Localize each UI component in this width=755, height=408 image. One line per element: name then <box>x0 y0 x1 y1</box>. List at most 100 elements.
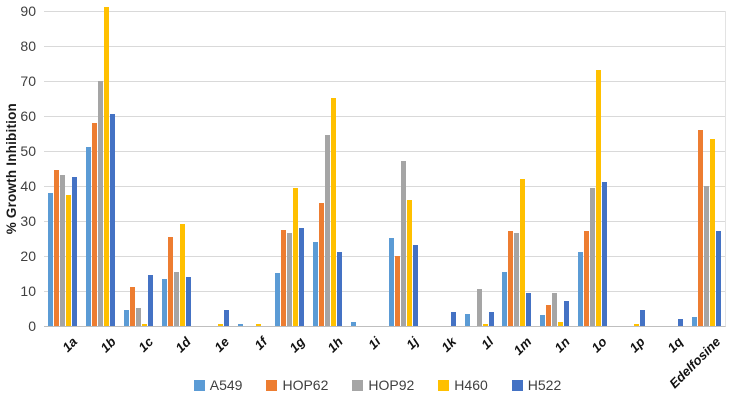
H522-bar <box>337 252 343 326</box>
legend-label: HOP92 <box>368 377 415 393</box>
legend-label: HOP62 <box>282 377 329 393</box>
A549-bar <box>86 147 92 326</box>
x-axis-label-1h: 1h <box>324 334 346 356</box>
A549-bar <box>540 315 546 326</box>
H460-bar <box>104 7 110 326</box>
bar-group-1p <box>616 310 645 326</box>
y-axis-title-wrap: % Growth Inhibition <box>0 11 22 326</box>
x-axis-label-1i: 1i <box>364 334 384 353</box>
A549-bar <box>313 242 319 326</box>
H522-bar <box>677 319 683 326</box>
x-axis-label-1m: 1m <box>510 334 535 358</box>
bar-group-1j <box>388 161 418 326</box>
H522-bar <box>450 312 456 326</box>
bar-group-1l <box>464 289 494 326</box>
A549-bar <box>578 252 584 326</box>
x-axis-label-1j: 1j <box>402 334 422 353</box>
HOP92-bar <box>476 289 482 326</box>
legend-label: H522 <box>527 377 562 393</box>
bar-group-1o <box>578 70 608 326</box>
HOP62-bar <box>508 231 514 326</box>
x-axis-label-1b: 1b <box>97 334 119 356</box>
H460-bar <box>633 324 639 326</box>
y-tick-label-30: 30 <box>20 213 36 229</box>
HOP62-bar <box>697 130 703 326</box>
HOP62-bar <box>130 287 136 326</box>
bar-group-1d <box>161 224 191 326</box>
HOP92-bar <box>287 233 293 326</box>
HOP62-bar <box>546 305 552 326</box>
H522-bar <box>639 310 645 326</box>
HOP92-bar <box>60 175 66 326</box>
A549-bar <box>161 279 167 326</box>
A549-bar <box>502 272 508 326</box>
legend-label: H460 <box>454 377 488 393</box>
H460-bar <box>331 98 337 326</box>
bar-group-1c <box>124 275 154 326</box>
bar-group-1m <box>502 179 532 326</box>
x-axis-label-1c: 1c <box>135 334 157 355</box>
bar-group-1q <box>654 319 683 326</box>
HOP92-bar <box>98 81 104 326</box>
x-axis-label-1q: 1q <box>664 334 686 356</box>
HOP62-bar <box>584 231 590 326</box>
y-tick-label-40: 40 <box>20 178 36 194</box>
HOP62-bar <box>54 170 60 326</box>
A549-bar <box>124 310 130 326</box>
legend-item-HOP62: HOP62 <box>266 377 328 393</box>
gridline-90 <box>44 10 725 12</box>
HOP92-bar <box>325 135 331 326</box>
x-axis-label-1a: 1a <box>59 334 81 355</box>
gridline-30 <box>44 220 725 222</box>
bar-group-1b <box>86 7 116 326</box>
x-axis-label-1k: 1k <box>438 334 459 355</box>
y-tick-label-90: 90 <box>20 3 36 19</box>
legend-item-H460: H460 <box>438 377 488 393</box>
A549-bar <box>691 317 697 326</box>
H522-bar <box>526 293 532 326</box>
H522-bar <box>715 231 721 326</box>
x-axis-label-1d: 1d <box>172 334 195 356</box>
y-tick-label-50: 50 <box>20 143 36 159</box>
H522-bar <box>299 228 305 326</box>
HOP92-bar <box>514 233 520 326</box>
HOP92-bar <box>590 188 596 326</box>
legend: A549 HOP62 HOP92 H460 H522 <box>0 377 755 393</box>
H460-bar <box>406 200 412 326</box>
y-tick-label-10: 10 <box>20 283 36 299</box>
gridline-50 <box>44 150 725 152</box>
legend-swatch-icon <box>193 379 205 391</box>
bar-group-Edelfosine <box>691 130 721 326</box>
x-axis-label-1l: 1l <box>478 334 497 353</box>
H460-bar <box>558 322 564 326</box>
legend-swatch-icon <box>511 379 523 391</box>
HOP62-bar <box>92 123 98 326</box>
x-axis-label-1e: 1e <box>211 334 232 355</box>
gridline-20 <box>44 255 725 257</box>
H522-bar <box>185 277 191 326</box>
H460-bar <box>520 179 526 326</box>
A549-bar <box>388 238 394 326</box>
gridline-80 <box>44 45 725 47</box>
H522-bar <box>148 275 154 326</box>
HOP92-bar <box>173 272 179 326</box>
plot-area <box>44 7 726 327</box>
HOP92-bar <box>703 186 709 326</box>
bar-group-1n <box>540 293 570 326</box>
x-axis-label-1p: 1p <box>626 334 649 356</box>
A549-bar <box>237 324 243 326</box>
H522-bar <box>488 312 494 326</box>
legend-label: A549 <box>209 377 243 393</box>
HOP62-bar <box>167 237 173 326</box>
x-axis-label-1o: 1o <box>588 334 611 356</box>
H522-bar <box>110 114 116 326</box>
H522-bar <box>72 177 78 326</box>
bar-group-1e <box>200 310 229 326</box>
A549-bar <box>48 193 54 326</box>
A549-bar <box>464 314 470 326</box>
HOP92-bar <box>400 161 406 326</box>
y-tick-label-70: 70 <box>20 73 36 89</box>
H460-bar <box>217 324 223 326</box>
HOP92-bar <box>136 308 142 326</box>
bar-group-1i <box>351 322 380 326</box>
